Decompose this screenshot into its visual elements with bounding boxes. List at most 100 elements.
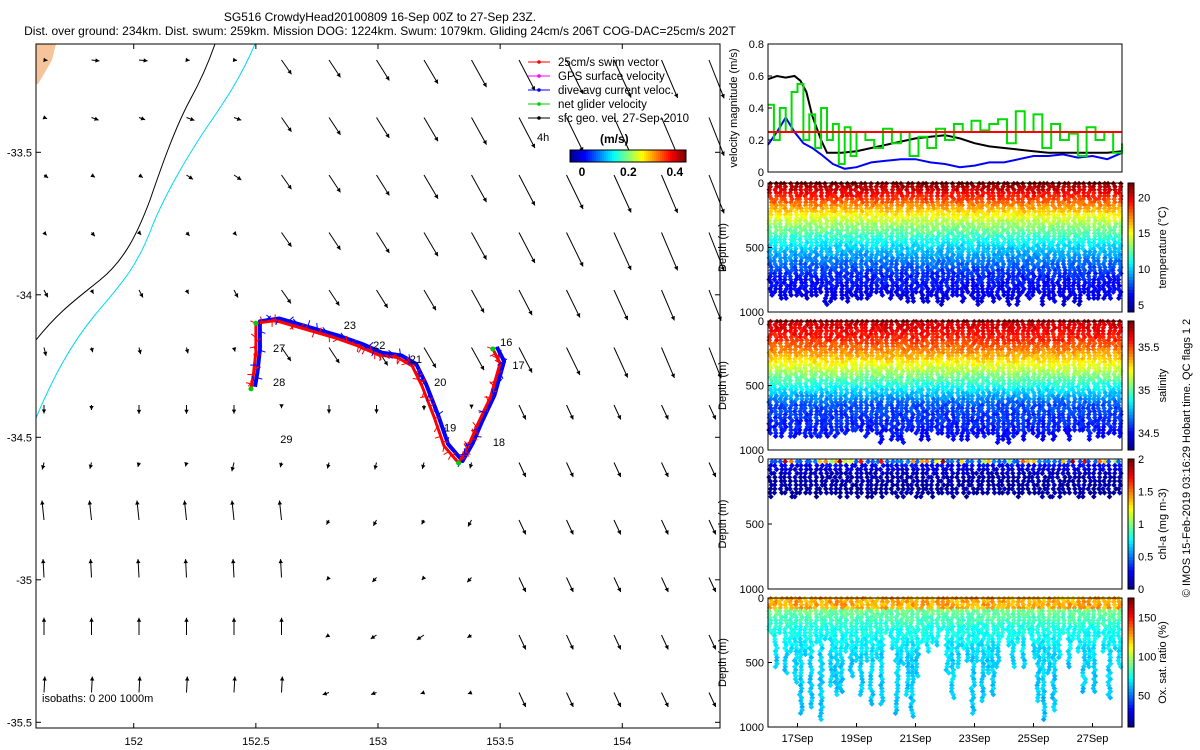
current-vector (376, 117, 390, 139)
current-vector-head (385, 190, 390, 196)
colorbar-tick-label: 0.4 (666, 165, 683, 179)
data-point (834, 270, 841, 277)
current-vector-head (522, 644, 527, 650)
data-point (862, 214, 868, 221)
dac-vector (257, 350, 262, 358)
current-vector-head (231, 559, 236, 564)
current-vector-head (40, 500, 45, 505)
current-vector-head (136, 409, 142, 414)
current-vector-head (88, 464, 94, 469)
data-point (832, 286, 839, 292)
data-point (793, 211, 800, 218)
current-vector-head (467, 521, 472, 527)
colorbar-cell (586, 150, 589, 162)
current-vector-head (232, 676, 237, 681)
data-point (854, 295, 861, 302)
swim-vector (496, 370, 502, 375)
data-point (904, 298, 911, 305)
data-point (827, 258, 833, 264)
current-vector (518, 232, 536, 264)
current-vector (376, 232, 390, 254)
current-vector-head (95, 58, 100, 63)
data-point (899, 224, 905, 230)
current-vector-head (184, 289, 189, 294)
swim-vector (332, 338, 339, 343)
data-point (769, 292, 775, 298)
data-point (818, 248, 825, 255)
current-vector-head (231, 617, 237, 622)
current-vector-head (184, 676, 190, 681)
current-vector-head (230, 500, 235, 505)
colorbar-cell (672, 150, 675, 162)
colorbar-cell (1128, 234, 1134, 239)
swim-vector (472, 421, 477, 428)
net-velocity-marker (456, 460, 462, 466)
swim-vector (434, 435, 441, 439)
current-vector-head (569, 529, 574, 535)
data-point (1039, 301, 1046, 308)
dac-vector (464, 443, 472, 447)
current-vector-head (41, 559, 46, 564)
colorbar-cell (626, 150, 629, 162)
data-point (828, 230, 835, 237)
colorbar-cell (652, 150, 655, 162)
colorbar-cell (612, 150, 615, 162)
data-point (888, 258, 895, 264)
data-point (778, 295, 785, 302)
data-point (798, 279, 805, 286)
current-vector-head (531, 143, 535, 149)
data-point (771, 276, 778, 283)
current-vector-head (137, 349, 142, 355)
current-vector-head (482, 82, 487, 88)
data-point (817, 221, 824, 227)
current-vector (566, 59, 584, 95)
current-vector-head (184, 617, 189, 622)
current-vector-head (136, 617, 142, 622)
current-vector-head (383, 360, 388, 366)
current-vector-head (712, 702, 717, 708)
data-point (792, 255, 799, 261)
swim-vector (362, 349, 369, 351)
current-vector-head (287, 69, 292, 75)
swim-vector (416, 373, 423, 377)
data-point (844, 298, 851, 305)
current-vector-head (336, 130, 341, 135)
data-point (767, 208, 774, 215)
current-vector-head (627, 207, 632, 213)
data-point (799, 248, 805, 255)
swim-vector (443, 451, 450, 455)
data-point (796, 286, 803, 292)
current-vector (518, 59, 536, 91)
current-vector (471, 289, 485, 313)
current-vector-head (617, 472, 622, 478)
current-vector (708, 289, 722, 321)
data-point (839, 295, 845, 302)
current-vector (708, 59, 725, 99)
swim-vector (492, 355, 498, 359)
data-point (817, 289, 824, 295)
data-point (832, 205, 839, 212)
current-vector-head (286, 356, 291, 361)
swim-vector (401, 362, 408, 366)
current-vector-head (480, 308, 485, 313)
current-vector-head (664, 472, 669, 478)
colorbar-cell (682, 150, 685, 162)
colorbar-cell (570, 150, 573, 162)
data-point (832, 295, 838, 302)
data-point (808, 292, 815, 298)
data-point (958, 436, 965, 443)
current-vector-head (335, 301, 340, 306)
data-point (842, 202, 849, 209)
data-point (787, 273, 794, 280)
colorbar-label: temperature (°C) (1157, 206, 1169, 288)
current-vector-head (385, 248, 390, 254)
current-vector-head (185, 231, 190, 236)
current-vector-head (43, 57, 48, 63)
current-vector-head (385, 133, 390, 139)
colorbar-cell (648, 150, 651, 162)
data-point (843, 255, 850, 261)
data-point (834, 273, 840, 280)
dac-vector (408, 354, 411, 362)
colorbar-cell (678, 150, 681, 162)
